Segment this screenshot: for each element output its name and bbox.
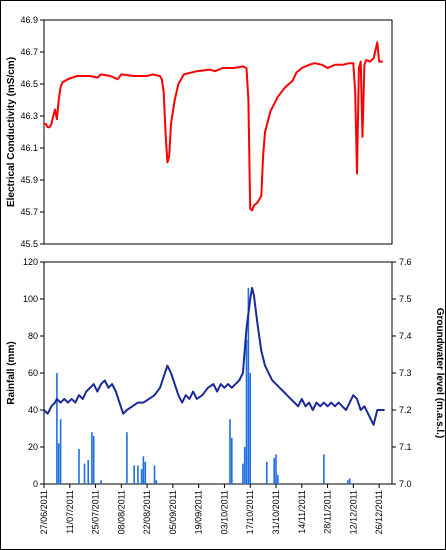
date-x-tick-label: 08/08/2011 <box>116 490 126 534</box>
rainfall-bar <box>126 432 128 484</box>
rainfall-bars <box>56 287 351 485</box>
rainfall-bar <box>247 287 250 484</box>
rainfall-bar <box>91 432 93 484</box>
date-x-tick-label: 26/12/2011 <box>374 490 384 534</box>
rainfall-bar <box>273 458 275 484</box>
ec-y-tick-label: 46.1 <box>20 143 38 153</box>
date-x-tick-label: 31/10/2011 <box>271 490 281 534</box>
rainfall-y-tick-label: 60 <box>28 368 38 378</box>
rainfall-bar <box>266 461 268 484</box>
ec-line <box>44 41 383 212</box>
date-x-tick-label: 05/09/2011 <box>168 490 178 534</box>
date-x-tick-label: 17/10/2011 <box>245 490 255 534</box>
rainfall-bar <box>78 448 80 484</box>
rainfall-bar <box>56 373 58 484</box>
groundwater-y-tick-label: 7.2 <box>399 405 412 415</box>
rainfall-y-tick-label: 40 <box>28 405 38 415</box>
rainfall-y-ticks: 120 100 80 60 40 20 0 <box>23 257 44 489</box>
ec-y-ticks: 46.9 46.7 46.5 46.3 46.1 45.9 45.7 45.5 <box>20 15 44 249</box>
date-x-ticks: 27/06/2011 11/07/2011 25/07/2011 08/08/2011… <box>39 484 384 534</box>
rainfall-bar <box>245 339 248 484</box>
date-x-tick-label: 27/06/2011 <box>39 490 49 534</box>
rainfall-y-tick-label: 20 <box>28 442 38 452</box>
rainfall-bar <box>83 463 86 484</box>
rainfall-bar <box>140 469 143 484</box>
rainfall-bar <box>87 459 89 484</box>
groundwater-series <box>43 286 385 426</box>
groundwater-y-axis-title: Groundwater level (m.a.s.l.) <box>434 308 445 439</box>
groundwater-y-tick-label: 7.3 <box>399 368 412 378</box>
groundwater-y-tick-label: 7.1 <box>399 442 412 452</box>
ec-y-tick-label: 46.5 <box>20 79 38 89</box>
groundwater-y-tick-label: 7.4 <box>399 331 412 341</box>
rainfall-bar <box>92 435 95 484</box>
rain-gw-panel: 120 100 80 60 40 20 0 7.6 7.5 7.4 7.3 7.2 7.1 7.0 27… <box>6 257 445 534</box>
rainfall-bar <box>242 463 244 484</box>
ec-y-tick-label: 45.7 <box>20 207 38 217</box>
rainfall-bar <box>348 478 351 484</box>
rainfall-y-tick-label: 100 <box>23 294 38 304</box>
date-x-tick-label: 03/10/2011 <box>219 490 229 534</box>
rainfall-bar <box>323 454 325 484</box>
ec-plot-frame <box>43 19 393 245</box>
groundwater-y-ticks: 7.6 7.5 7.4 7.3 7.2 7.1 7.0 <box>392 257 412 489</box>
ec-y-axis-title: Electrical Conductivity (mS/cm) <box>6 57 17 207</box>
ec-panel: 46.9 46.7 46.5 46.3 46.1 45.9 45.7 45.5 Electri… <box>6 15 393 249</box>
date-x-tick-label: 11/07/2011 <box>65 490 75 534</box>
rainfall-bar <box>137 465 139 484</box>
date-x-tick-label: 12/12/2011 <box>348 490 358 534</box>
rainfall-bar <box>59 419 62 485</box>
groundwater-y-tick-label: 7.6 <box>399 257 412 267</box>
rainfall-y-axis-title: Rainfall (mm) <box>6 341 17 404</box>
rainfall-bar <box>142 456 145 485</box>
date-x-tick-label: 25/07/2011 <box>91 490 101 534</box>
rainfall-y-tick-label: 0 <box>33 479 38 489</box>
rainfall-bar <box>153 465 156 484</box>
groundwater-y-tick-label: 7.5 <box>399 294 412 304</box>
groundwater-y-tick-label: 7.0 <box>399 479 412 489</box>
rainfall-bar <box>231 437 233 485</box>
rainfall-bar <box>277 474 279 485</box>
ec-series <box>44 41 383 212</box>
ec-y-tick-label: 45.5 <box>20 239 38 249</box>
rainfall-bar <box>144 461 147 484</box>
rainfall-bar <box>100 480 102 484</box>
rainfall-bar <box>155 480 158 484</box>
ec-y-tick-label: 46.7 <box>20 47 38 57</box>
rainfall-bar <box>57 443 60 484</box>
groundwater-line <box>43 286 385 426</box>
rainfall-bar <box>243 447 246 484</box>
rainfall-bar <box>229 419 231 485</box>
date-x-tick-label: 14/11/2011 <box>297 490 307 534</box>
date-x-tick-label: 19/09/2011 <box>194 490 204 534</box>
rainfall-y-tick-label: 120 <box>23 257 38 267</box>
ec-y-tick-label: 46.3 <box>20 111 38 121</box>
ec-y-tick-label: 46.9 <box>20 15 38 25</box>
rainfall-bar <box>275 454 277 484</box>
ec-y-tick-label: 45.9 <box>20 175 38 185</box>
rainfall-bar <box>133 465 135 484</box>
date-x-tick-label: 22/08/2011 <box>142 490 152 534</box>
rainfall-bar <box>249 373 251 484</box>
date-x-tick-label: 28/11/2011 <box>323 490 333 534</box>
rainfall-y-tick-label: 80 <box>28 331 38 341</box>
rainfall-bar <box>347 480 349 484</box>
